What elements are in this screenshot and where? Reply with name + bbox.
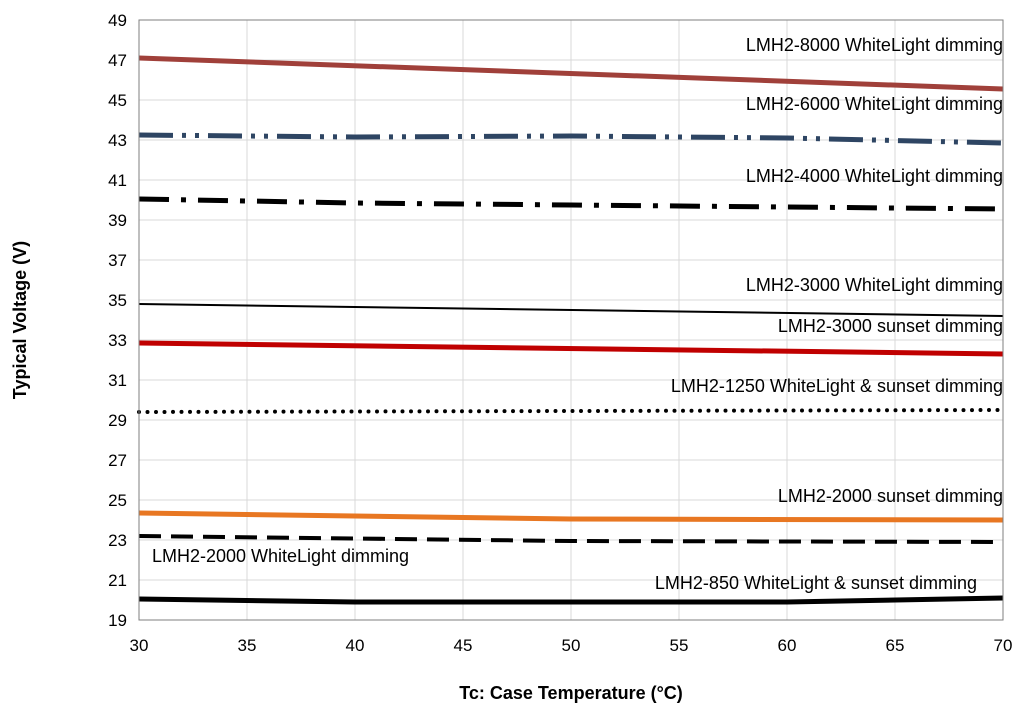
y-tick-label: 39	[108, 211, 127, 230]
x-tick-label: 45	[454, 636, 473, 655]
series-lines	[137, 55, 1005, 605]
y-axis-title: Typical Voltage (V)	[10, 241, 30, 399]
y-tick-label: 37	[108, 251, 127, 270]
x-tick-label: 50	[562, 636, 581, 655]
series-label: LMH2-3000 sunset dimming	[778, 316, 1003, 336]
series-label: LMH2-6000 WhiteLight dimming	[746, 94, 1003, 114]
series-label: LMH2-2000 sunset dimming	[778, 486, 1003, 506]
x-tick-label: 30	[130, 636, 149, 655]
series-label: LMH2-1250 WhiteLight & sunset dimming	[671, 376, 1003, 396]
y-tick-label: 29	[108, 411, 127, 430]
series-line	[138, 55, 1004, 92]
series-line	[137, 408, 1005, 414]
series-label: LMH2-3000 WhiteLight dimming	[746, 275, 1003, 295]
y-tick-label: 25	[108, 491, 127, 510]
series-line	[138, 340, 1004, 357]
y-tick-label: 21	[108, 571, 127, 590]
series-label: LMH2-850 WhiteLight & sunset dimming	[655, 573, 977, 593]
series-line	[138, 303, 1004, 317]
series-line	[138, 510, 1004, 523]
series-labels: LMH2-8000 WhiteLight dimming LMH2-6000 Wh…	[152, 35, 1003, 593]
y-tick-label: 41	[108, 171, 127, 190]
y-tick-label: 35	[108, 291, 127, 310]
y-tick-label: 43	[108, 131, 127, 150]
series-line	[138, 534, 1004, 544]
x-tick-label: 55	[670, 636, 689, 655]
y-tick-label: 19	[108, 611, 127, 630]
plot-area-border	[138, 19, 1004, 621]
series-line	[138, 595, 1004, 605]
tick-labels: 30 35 40 45 50 55 60 65 70 19 21 23 25 27 29 31 33 35 37 39…	[108, 11, 1012, 655]
y-tick-label: 45	[108, 91, 127, 110]
series-label: LMH2-2000 WhiteLight dimming	[152, 546, 409, 566]
y-tick-label: 47	[108, 51, 127, 70]
x-tick-label: 40	[346, 636, 365, 655]
x-tick-label: 70	[994, 636, 1013, 655]
y-tick-label: 49	[108, 11, 127, 30]
x-axis-title: Tc: Case Temperature (°C)	[459, 683, 683, 703]
y-tick-label: 33	[108, 331, 127, 350]
series-line	[138, 196, 1004, 212]
x-tick-label: 60	[778, 636, 797, 655]
x-tick-label: 65	[886, 636, 905, 655]
series-label: LMH2-4000 WhiteLight dimming	[746, 166, 1003, 186]
series-line	[138, 132, 1004, 146]
x-tick-label: 35	[238, 636, 257, 655]
y-tick-label: 23	[108, 531, 127, 550]
series-label: LMH2-8000 WhiteLight dimming	[746, 35, 1003, 55]
y-tick-label: 27	[108, 451, 127, 470]
y-tick-label: 31	[108, 371, 127, 390]
